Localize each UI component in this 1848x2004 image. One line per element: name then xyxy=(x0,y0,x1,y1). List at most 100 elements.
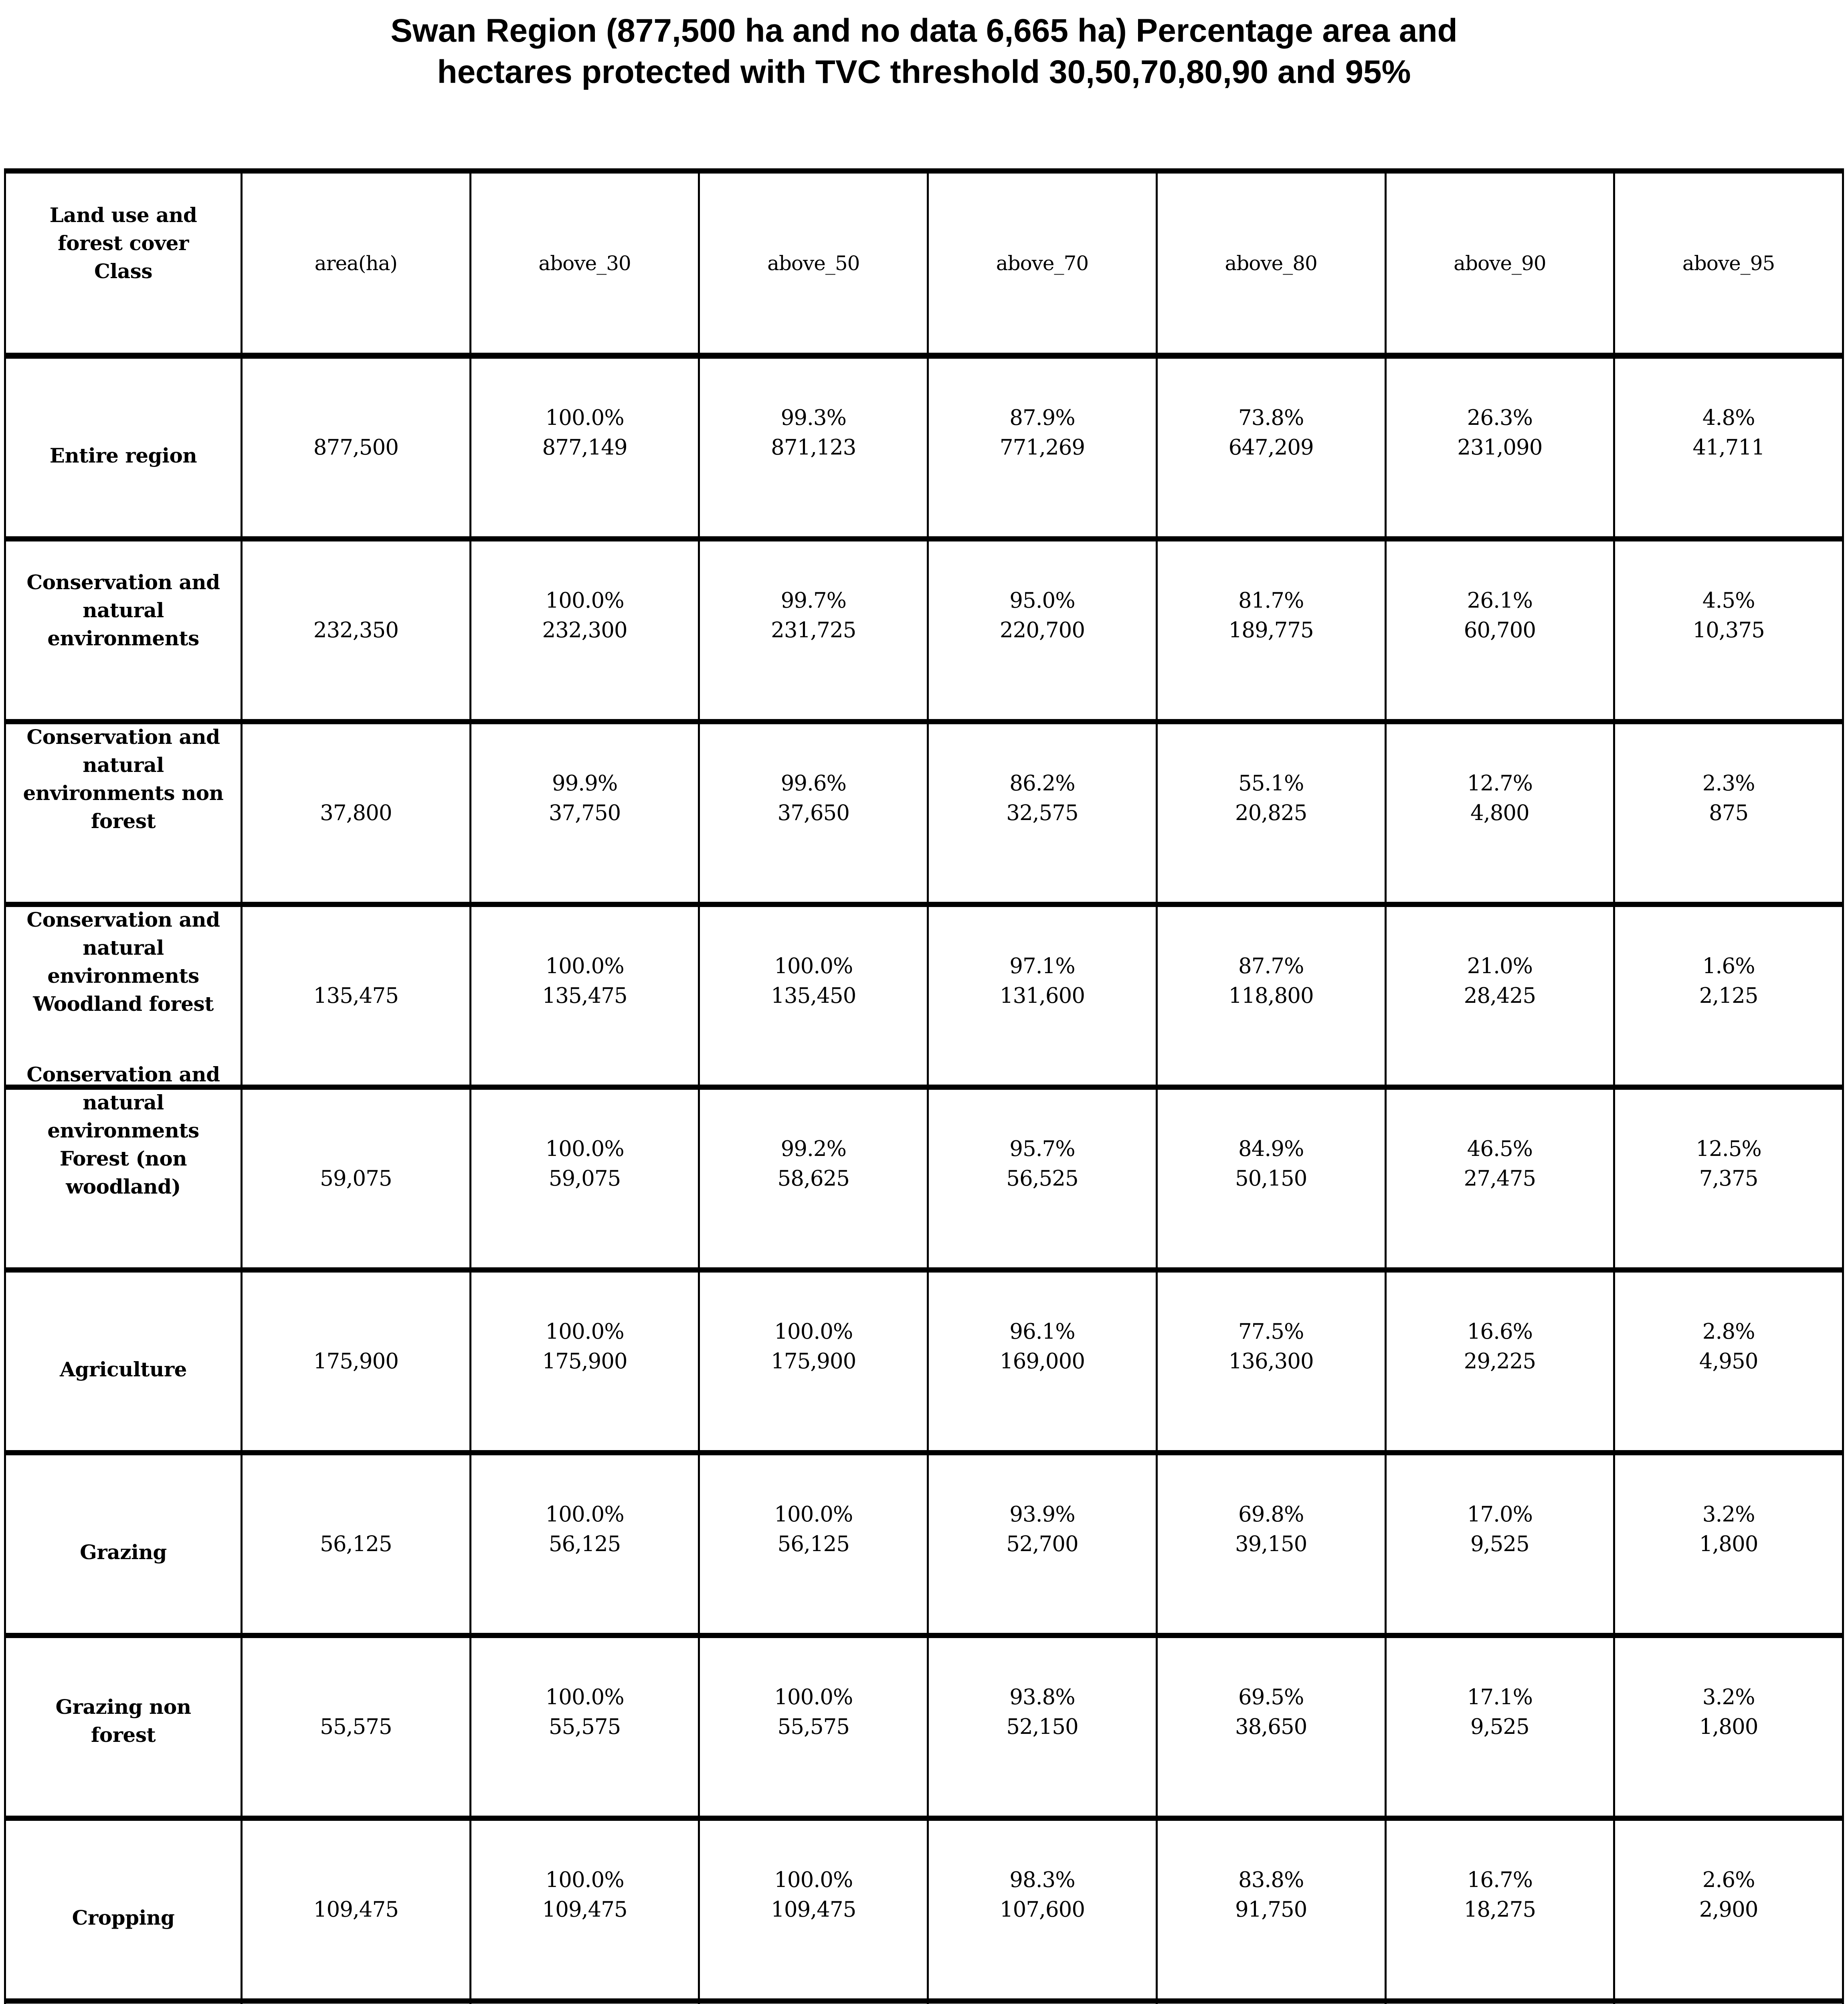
table-row: Grazing non forest 55,575 100.0% 55,575 100.0… xyxy=(4,1633,1844,1821)
hectares-value: 1,800 xyxy=(1699,1531,1759,1556)
area-cell: 135,475 xyxy=(241,902,471,1090)
value-cell: 95.0% 220,700 xyxy=(927,536,1158,724)
percent-value: 100.0% xyxy=(545,954,625,978)
threshold-value: 100.0% 135,450 xyxy=(700,951,927,1011)
value-cell: 14.1%1,425 xyxy=(1384,1998,1615,2004)
value-cell: 26.3% 231,090 xyxy=(1384,353,1615,541)
column-header-text: above_95 xyxy=(1615,248,1842,278)
class-cell: Irrigation xyxy=(4,1998,243,2004)
table-row: Conservation and natural environments non f… xyxy=(4,719,1844,907)
hectares-value: 50,150 xyxy=(1235,1166,1307,1191)
value-cell: 86.2% 32,575 xyxy=(927,719,1158,907)
text-line: area(ha) xyxy=(314,251,398,275)
percent-value: 100.0% xyxy=(545,1319,625,1344)
text-line: Entire region xyxy=(49,443,197,467)
threshold-value: 98.3% 107,600 xyxy=(929,1865,1156,1925)
hectares-value: 169,000 xyxy=(999,1349,1085,1374)
value-cell: 100.0% 56,125 xyxy=(469,1450,700,1638)
value-cell: 87.9% 771,269 xyxy=(927,353,1158,541)
threshold-value: 12.5% 7,375 xyxy=(1615,1134,1842,1194)
value-cell: 93.9% 52,700 xyxy=(927,1450,1158,1638)
hectares-value: 771,269 xyxy=(999,435,1085,460)
percent-value: 3.2% xyxy=(1702,1685,1755,1709)
percent-value: 84.9% xyxy=(1238,1136,1304,1161)
percent-value: 99.6% xyxy=(780,771,847,796)
value-cell: 97.1% 131,600 xyxy=(927,902,1158,1090)
threshold-value: 87.7% 118,800 xyxy=(1158,951,1385,1011)
percent-value: 12.5% xyxy=(1696,1136,1761,1161)
value-cell: 100.0% 175,900 xyxy=(469,1267,700,1455)
threshold-value: 12.7% 4,800 xyxy=(1387,769,1613,828)
percent-value: 99.3% xyxy=(780,405,847,430)
threshold-value: 100.0% 109,475 xyxy=(471,1865,698,1925)
value-cell: 100.0% 232,300 xyxy=(469,536,700,724)
value-cell: 100.0% 877,149 xyxy=(469,353,700,541)
table-body: Entire region 877,500 100.0% 877,149 99.3% 87… xyxy=(4,353,1844,2004)
value-cell: 99.2% 58,625 xyxy=(698,1085,929,1273)
percent-value: 99.9% xyxy=(552,771,618,796)
text-line: natural xyxy=(83,598,164,622)
column-header-text: above_30 xyxy=(471,248,698,278)
percent-value: 97.1% xyxy=(1009,954,1075,978)
area-value: 175,900 xyxy=(313,1349,399,1374)
value-cell: 52.6%5,300 xyxy=(1155,1998,1387,2004)
threshold-value: 100.0% 877,149 xyxy=(471,403,698,463)
threshold-value: 55.1% 20,825 xyxy=(1158,769,1385,828)
area-cell: 175,900 xyxy=(241,1267,471,1455)
area-cell: 55,575 xyxy=(241,1633,471,1821)
table-row: Conservation and natural environments 232,3… xyxy=(4,536,1844,724)
class-label: Grazing non forest xyxy=(6,1693,241,1749)
hectares-value: 136,300 xyxy=(1228,1349,1314,1374)
hectares-value: 32,575 xyxy=(1006,800,1078,825)
hectares-value: 9,525 xyxy=(1470,1714,1530,1739)
class-cell: Conservation and natural environments xyxy=(4,536,243,724)
threshold-value: 83.8% 91,750 xyxy=(1158,1865,1385,1925)
page-title-line1: Swan Region (877,500 ha and no data 6,66… xyxy=(390,12,1458,49)
percent-value: 4.8% xyxy=(1702,405,1755,430)
hectares-value: 60,700 xyxy=(1464,618,1536,642)
column-header-text: Land use and forest cover Class xyxy=(6,201,241,285)
text-line: natural xyxy=(83,935,164,960)
area-value: 55,575 xyxy=(320,1714,392,1739)
hectares-value: 231,725 xyxy=(771,618,856,642)
text-line: above_90 xyxy=(1454,251,1546,275)
hectares-value: 52,150 xyxy=(1006,1714,1078,1739)
hectares-value: 647,209 xyxy=(1228,435,1314,460)
text-line: above_30 xyxy=(538,251,631,275)
percent-value: 16.6% xyxy=(1467,1319,1533,1344)
threshold-value: 4.8% 41,711 xyxy=(1615,403,1842,463)
hectares-value: 39,150 xyxy=(1235,1531,1307,1556)
threshold-value: 99.6% 37,650 xyxy=(700,769,927,828)
area-cell: 109,475 xyxy=(241,1816,471,2004)
value-cell: 3.2% 1,800 xyxy=(1613,1450,1844,1638)
percent-value: 100.0% xyxy=(545,1502,625,1527)
threshold-value: 86.2% 32,575 xyxy=(929,769,1156,828)
value-cell: 100.0% 109,475 xyxy=(698,1816,929,2004)
table-row: Grazing 56,125 100.0% 56,125 100.0% 56,125 93.… xyxy=(4,1450,1844,1638)
threshold-value: 87.9% 771,269 xyxy=(929,403,1156,463)
threshold-value: 77.5% 136,300 xyxy=(1158,1317,1385,1376)
hectares-value: 135,450 xyxy=(771,983,856,1008)
threshold-value: 100.0% 232,300 xyxy=(471,586,698,645)
header-row: Land use and forest cover Class area(ha) abo… xyxy=(4,168,1844,359)
value-cell: 16.7% 18,275 xyxy=(1384,1816,1615,2004)
area-value: 59,075 xyxy=(320,1166,392,1191)
land-use-table: Land use and forest cover Class area(ha) abo… xyxy=(4,168,1844,2004)
value-cell: 2.3% 875 xyxy=(1613,719,1844,907)
percent-value: 2.8% xyxy=(1702,1319,1755,1344)
hectares-value: 28,425 xyxy=(1464,983,1536,1008)
percent-value: 100.0% xyxy=(774,954,853,978)
hectares-value: 55,575 xyxy=(777,1714,850,1739)
hectares-value: 131,600 xyxy=(999,983,1085,1008)
value-cell: 77.5% 136,300 xyxy=(1155,1267,1387,1455)
area-value: 56,125 xyxy=(320,1531,392,1556)
page-title: Swan Region (877,500 ha and no data 6,66… xyxy=(0,10,1848,93)
class-cell: Cropping xyxy=(4,1816,243,2004)
class-cell: Entire region xyxy=(4,353,243,541)
text-line: forest xyxy=(91,809,156,833)
percent-value: 46.5% xyxy=(1467,1136,1533,1161)
hectares-value: 58,625 xyxy=(777,1166,850,1191)
text-line: above_50 xyxy=(767,251,860,275)
hectares-value: 55,575 xyxy=(548,1714,621,1739)
text-line: environments xyxy=(47,626,199,650)
